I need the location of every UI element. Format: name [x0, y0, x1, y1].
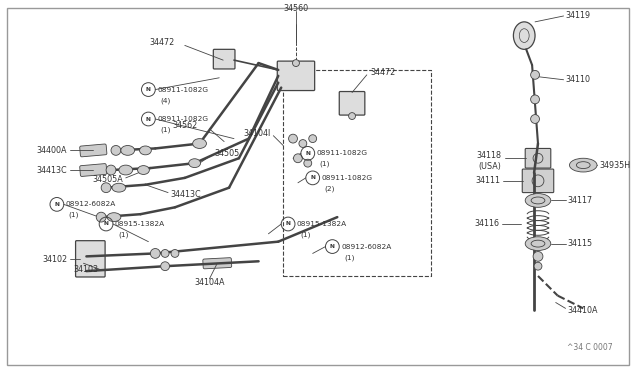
Ellipse shape — [525, 237, 551, 250]
Circle shape — [531, 95, 540, 104]
FancyBboxPatch shape — [277, 61, 315, 90]
Text: 34413C: 34413C — [170, 190, 201, 199]
Text: (1): (1) — [344, 254, 355, 261]
Circle shape — [531, 115, 540, 124]
Text: 34102: 34102 — [42, 255, 67, 264]
Text: 08912-6082A: 08912-6082A — [66, 201, 116, 207]
Text: 34104I: 34104I — [243, 129, 270, 138]
Text: 34111: 34111 — [476, 176, 500, 185]
Circle shape — [531, 70, 540, 79]
Text: 34115: 34115 — [568, 239, 593, 248]
Ellipse shape — [189, 159, 200, 167]
Text: 08915-1382A: 08915-1382A — [297, 221, 347, 227]
Text: 08911-1082G: 08911-1082G — [157, 116, 208, 122]
FancyBboxPatch shape — [80, 164, 107, 176]
Ellipse shape — [119, 165, 132, 175]
Ellipse shape — [140, 146, 151, 155]
Ellipse shape — [107, 213, 121, 222]
Text: 34400A: 34400A — [36, 146, 67, 155]
Text: 34505: 34505 — [214, 149, 239, 158]
Ellipse shape — [570, 158, 597, 172]
Text: (1): (1) — [118, 231, 129, 238]
Circle shape — [161, 250, 169, 257]
Text: 08911-1082G: 08911-1082G — [317, 150, 367, 156]
Ellipse shape — [513, 22, 535, 49]
Circle shape — [106, 165, 116, 175]
Ellipse shape — [121, 145, 134, 155]
Bar — [283, 70, 431, 276]
Text: 34562: 34562 — [172, 121, 198, 130]
Circle shape — [171, 250, 179, 257]
Circle shape — [533, 251, 543, 261]
Text: (USA): (USA) — [479, 161, 502, 171]
Circle shape — [101, 183, 111, 193]
Ellipse shape — [525, 193, 551, 207]
Text: 34119: 34119 — [566, 12, 591, 20]
Text: 34472: 34472 — [371, 68, 396, 77]
Text: ^34 C 0007: ^34 C 0007 — [567, 343, 612, 352]
Circle shape — [289, 134, 298, 143]
Ellipse shape — [193, 139, 207, 148]
Text: 34110: 34110 — [566, 75, 591, 84]
Text: N: N — [305, 151, 310, 156]
Text: 08915-1382A: 08915-1382A — [115, 221, 165, 227]
Circle shape — [534, 262, 542, 270]
Text: N: N — [54, 202, 60, 207]
Text: 34104A: 34104A — [194, 278, 225, 288]
Text: 08911-1082G: 08911-1082G — [157, 87, 208, 93]
Text: (4): (4) — [160, 97, 171, 104]
Text: 34118: 34118 — [477, 151, 502, 160]
Text: 34472: 34472 — [150, 38, 175, 47]
Text: 08911-1082G: 08911-1082G — [321, 175, 372, 181]
Text: N: N — [146, 116, 151, 122]
Circle shape — [161, 262, 170, 270]
Text: 34413C: 34413C — [36, 166, 67, 174]
Circle shape — [299, 140, 307, 147]
FancyBboxPatch shape — [213, 49, 235, 69]
Text: N: N — [146, 87, 151, 92]
Ellipse shape — [138, 166, 149, 174]
Text: N: N — [104, 221, 109, 227]
FancyBboxPatch shape — [76, 241, 105, 277]
Text: 34117: 34117 — [568, 196, 593, 205]
Text: (1): (1) — [160, 126, 171, 133]
Text: 34560: 34560 — [284, 4, 308, 13]
Circle shape — [304, 159, 312, 167]
FancyBboxPatch shape — [522, 169, 554, 193]
FancyBboxPatch shape — [339, 92, 365, 115]
Text: N: N — [310, 175, 315, 180]
Circle shape — [349, 113, 355, 119]
Text: (2): (2) — [324, 185, 335, 192]
Circle shape — [292, 60, 300, 67]
FancyBboxPatch shape — [525, 148, 551, 168]
Circle shape — [308, 135, 317, 142]
Text: N: N — [285, 221, 291, 227]
Text: 34505A: 34505A — [92, 175, 123, 185]
Circle shape — [111, 145, 121, 155]
Circle shape — [96, 212, 106, 222]
Text: 34103: 34103 — [74, 264, 99, 274]
Text: 34116: 34116 — [475, 219, 500, 228]
Text: (1): (1) — [300, 231, 310, 238]
Circle shape — [294, 154, 302, 163]
Text: N: N — [330, 244, 335, 249]
Ellipse shape — [112, 183, 126, 192]
Text: (1): (1) — [319, 161, 330, 167]
Circle shape — [150, 248, 160, 258]
FancyBboxPatch shape — [80, 144, 107, 157]
FancyBboxPatch shape — [203, 258, 232, 269]
Text: (1): (1) — [68, 212, 79, 218]
Text: 34935H: 34935H — [599, 161, 630, 170]
Text: 08912-6082A: 08912-6082A — [341, 244, 392, 250]
Text: 34410A: 34410A — [568, 306, 598, 315]
